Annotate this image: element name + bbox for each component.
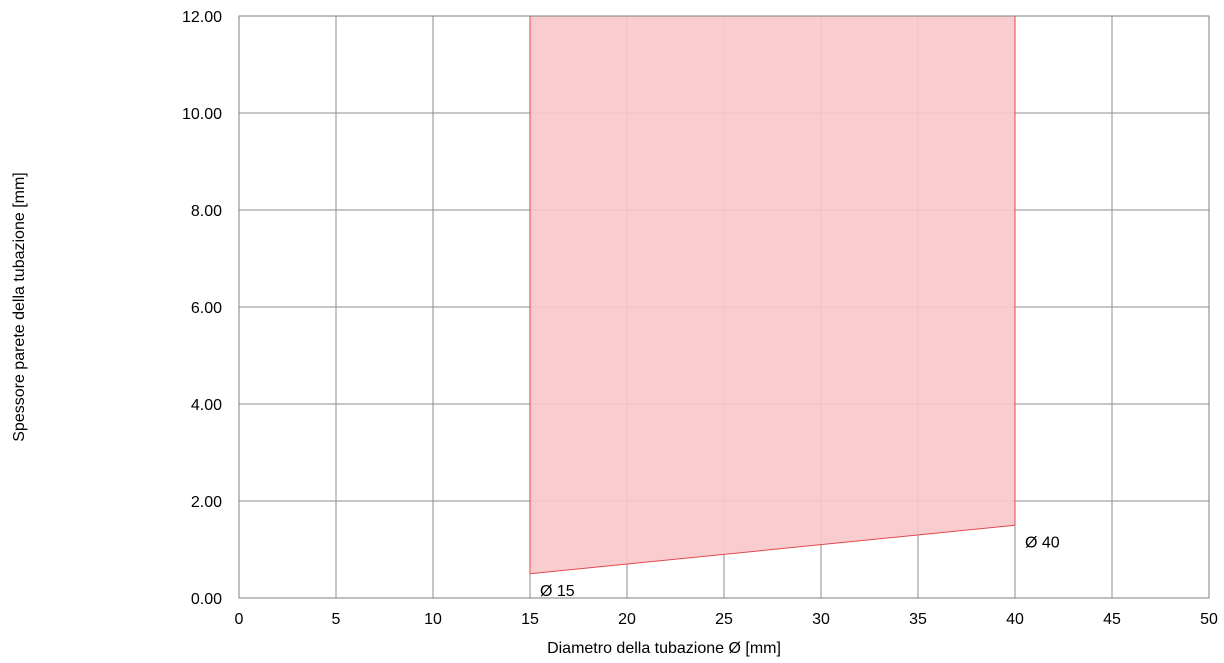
y-tick-label: 4.00 <box>191 397 222 414</box>
y-tick-label: 2.00 <box>191 494 222 511</box>
x-tick-label: 20 <box>618 611 636 628</box>
x-tick-label: 15 <box>521 611 539 628</box>
feasible-region <box>529 16 1016 575</box>
y-tick-label: 6.00 <box>191 300 222 317</box>
x-tick-label: 25 <box>715 611 733 628</box>
x-tick-label: 35 <box>909 611 927 628</box>
x-tick-label: 50 <box>1200 611 1218 628</box>
y-tick-label: 0.00 <box>191 591 222 608</box>
x-axis-title: Diametro della tubazione Ø [mm] <box>547 640 781 657</box>
y-tick-label: 8.00 <box>191 203 222 220</box>
x-tick-label: 10 <box>424 611 442 628</box>
x-tick-labels: 0 5 10 15 20 25 30 35 40 45 50 <box>235 611 1218 628</box>
y-tick-labels: 0.00 2.00 4.00 6.00 8.00 10.00 12.00 <box>182 9 222 608</box>
region-fill <box>530 16 1015 574</box>
x-tick-label: 30 <box>812 611 830 628</box>
annotation-label: Ø 15 <box>540 583 575 600</box>
x-tick-label: 45 <box>1103 611 1121 628</box>
x-tick-label: 0 <box>235 611 244 628</box>
y-tick-label: 12.00 <box>182 9 222 26</box>
y-tick-label: 10.00 <box>182 106 222 123</box>
region-edge-bottom <box>529 524 1016 575</box>
plot-border <box>238 15 1210 599</box>
y-axis-title: Spessore parete della tubazione [mm] <box>11 172 28 441</box>
annotations: Ø 15 Ø 40 <box>540 534 1060 600</box>
x-tick-label: 5 <box>332 611 341 628</box>
annotation-label: Ø 40 <box>1025 534 1060 551</box>
x-tick-label: 40 <box>1006 611 1024 628</box>
